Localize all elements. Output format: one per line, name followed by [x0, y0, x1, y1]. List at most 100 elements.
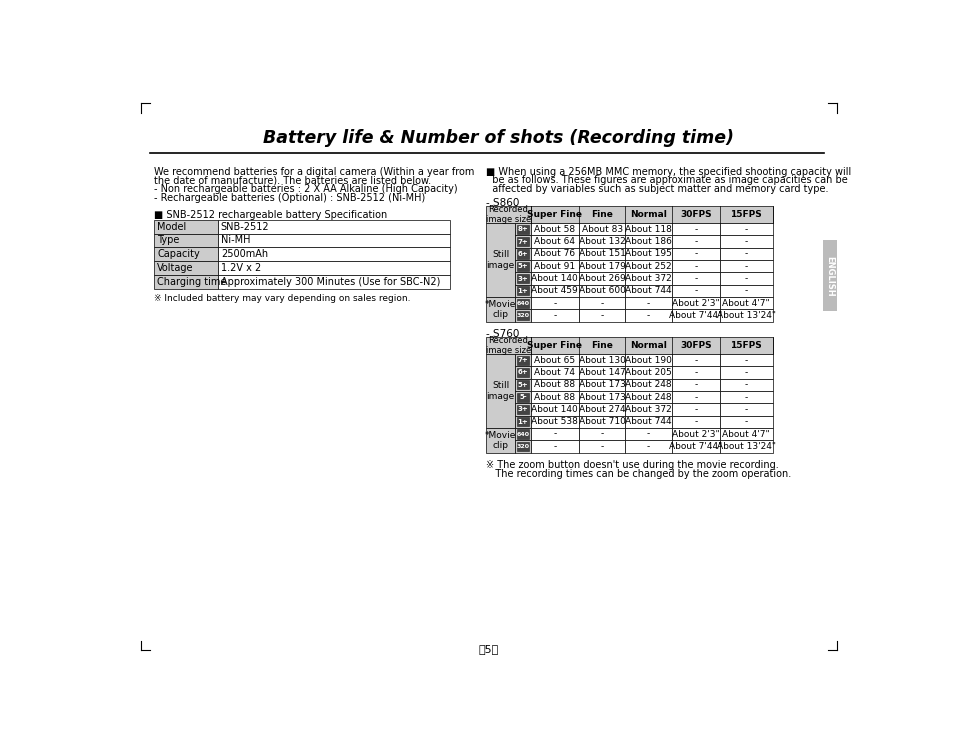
Bar	[517, 380, 529, 389]
Bar	[515, 416, 530, 428]
Text: About 173: About 173	[578, 392, 625, 401]
Text: -: -	[553, 430, 556, 439]
Bar	[530, 285, 578, 297]
Text: 3+: 3+	[517, 275, 528, 281]
Text: About 4'7": About 4'7"	[721, 430, 769, 439]
Text: About 7'44": About 7'44"	[668, 311, 721, 320]
Text: About 372: About 372	[624, 405, 671, 414]
Text: -: -	[744, 405, 747, 414]
Text: About 274: About 274	[578, 405, 625, 414]
Text: -: -	[744, 417, 747, 426]
Text: We recommend batteries for a digital camera (Within a year from: We recommend batteries for a digital cam…	[154, 166, 474, 177]
Text: -: -	[744, 249, 747, 258]
Text: -: -	[744, 392, 747, 401]
Text: The recording times can be changed by the zoom operation.: The recording times can be changed by th…	[485, 468, 790, 479]
Bar	[671, 404, 720, 416]
Text: -: -	[694, 356, 697, 365]
Text: Normal: Normal	[630, 341, 666, 350]
Text: -: -	[646, 430, 650, 439]
Bar	[624, 310, 671, 322]
Bar	[578, 310, 624, 322]
Bar	[578, 366, 624, 379]
Text: Super Fine: Super Fine	[527, 341, 581, 350]
Bar	[530, 354, 578, 366]
Bar	[578, 260, 624, 272]
Text: -: -	[553, 442, 556, 451]
Text: -: -	[694, 225, 697, 233]
Bar	[154, 261, 217, 275]
Text: About 13'24": About 13'24"	[716, 442, 775, 451]
Text: About 140: About 140	[531, 405, 578, 414]
Text: -: -	[694, 392, 697, 401]
Bar	[720, 297, 772, 310]
Text: About 64: About 64	[534, 237, 575, 246]
Bar	[720, 404, 772, 416]
Bar	[485, 223, 515, 297]
Text: About 88: About 88	[534, 392, 575, 401]
Bar	[720, 354, 772, 366]
Text: 6+: 6+	[517, 251, 528, 257]
Bar	[154, 233, 217, 248]
Bar	[671, 260, 720, 272]
Text: About 186: About 186	[624, 237, 671, 246]
Bar	[578, 285, 624, 297]
Text: Charging time: Charging time	[157, 277, 227, 287]
Bar	[720, 310, 772, 322]
Text: About 2'3": About 2'3"	[671, 298, 719, 307]
Text: Approximately 300 Minutes (Use for SBC-N2): Approximately 300 Minutes (Use for SBC-N…	[220, 277, 439, 287]
Bar	[624, 236, 671, 248]
Text: 5-: 5-	[518, 394, 526, 400]
Text: 5+: 5+	[517, 382, 528, 388]
Bar	[485, 337, 772, 354]
Bar	[517, 405, 529, 414]
Bar	[671, 248, 720, 260]
Bar	[485, 206, 772, 223]
Text: About 195: About 195	[624, 249, 671, 258]
Text: -: -	[599, 430, 603, 439]
Text: Capacity: Capacity	[157, 249, 200, 260]
Bar	[517, 225, 529, 234]
Bar	[624, 285, 671, 297]
Text: -: -	[599, 442, 603, 451]
Text: About 205: About 205	[624, 368, 671, 377]
Text: 30FPS: 30FPS	[679, 210, 711, 219]
Bar	[530, 440, 578, 453]
Text: -: -	[694, 237, 697, 246]
Text: Type: Type	[157, 236, 179, 245]
Text: -: -	[744, 274, 747, 283]
Bar	[578, 391, 624, 404]
Bar	[154, 219, 217, 233]
Text: ■ When using a 256MB MMC memory, the specified shooting capacity will: ■ When using a 256MB MMC memory, the spe…	[485, 166, 850, 177]
Bar	[671, 428, 720, 440]
Bar	[671, 223, 720, 236]
Bar	[578, 354, 624, 366]
Text: 2500mAh: 2500mAh	[220, 249, 268, 260]
Bar	[517, 286, 529, 295]
Text: Voltage: Voltage	[157, 263, 193, 273]
Bar	[624, 354, 671, 366]
Text: About 147: About 147	[578, 368, 625, 377]
Bar	[720, 260, 772, 272]
Bar	[671, 416, 720, 428]
Text: -: -	[744, 286, 747, 295]
Bar	[485, 297, 515, 322]
Text: 320: 320	[516, 444, 529, 449]
Text: About 151: About 151	[578, 249, 625, 258]
Text: -: -	[694, 274, 697, 283]
Text: 640: 640	[516, 301, 529, 306]
Bar	[530, 428, 578, 440]
Text: -: -	[553, 311, 556, 320]
Text: About 4'7": About 4'7"	[721, 298, 769, 307]
Bar	[578, 416, 624, 428]
Bar	[671, 366, 720, 379]
Text: Recorded
image size: Recorded image size	[485, 205, 531, 225]
Text: ENGLISH: ENGLISH	[824, 256, 834, 296]
Text: About 140: About 140	[531, 274, 578, 283]
Bar	[720, 366, 772, 379]
Bar	[217, 275, 450, 289]
Bar	[671, 285, 720, 297]
Text: -: -	[744, 225, 747, 233]
Bar	[217, 233, 450, 248]
Bar	[720, 285, 772, 297]
Text: About 269: About 269	[578, 274, 625, 283]
